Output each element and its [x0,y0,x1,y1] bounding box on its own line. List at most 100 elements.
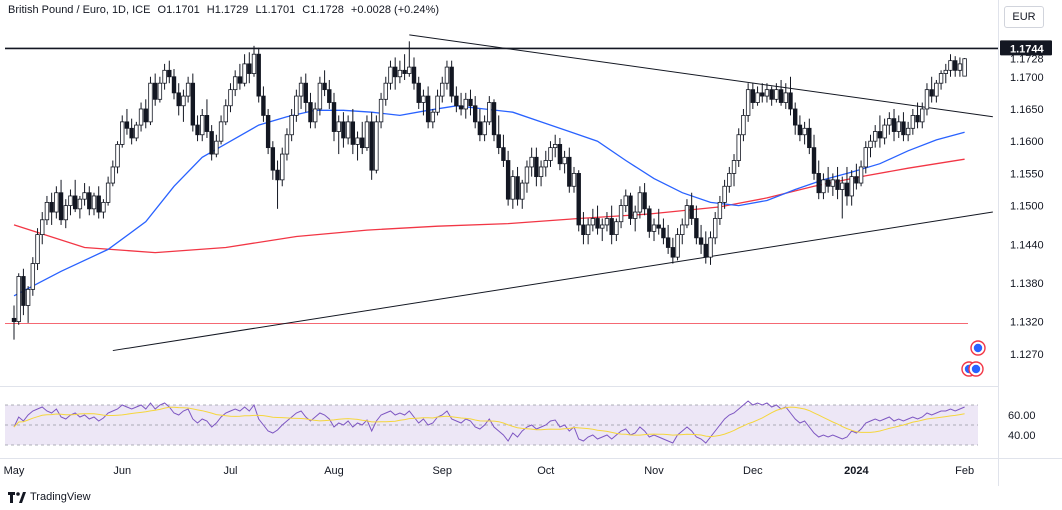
candle-up [101,201,106,213]
candle-down [411,66,417,84]
candle-up [421,95,426,103]
low-value: L1.1701 [255,4,296,16]
candle-up [463,98,468,110]
candle-down [689,205,694,219]
candle-up [651,224,657,232]
candle-up [105,182,111,203]
candle-down [807,127,812,149]
open-value: O1.1701 [157,4,200,16]
current-price-label: 1.1744 [1010,43,1045,55]
candle-down [270,147,276,171]
symbol-title: British Pound / Euro, 1D, ICE [8,4,151,16]
candle-down [698,237,704,245]
candle-down [195,124,200,136]
candle-up [614,221,619,236]
candle-down [458,105,464,110]
candle-down [642,192,647,210]
symbol-header: British Pound / Euro, 1D, ICE O1.1701 H1… [8,4,443,16]
current-price-badge [1000,40,1052,56]
candle-down [760,92,765,97]
candle-down [341,121,346,139]
candle-down [96,195,101,213]
candle-down [811,147,817,174]
candle-down [425,95,431,123]
candle-up [764,89,770,97]
brand-logo[interactable]: TradingView [8,491,91,503]
event-marker-inner [973,343,983,353]
time-axis-label: Dec [743,465,763,477]
candle-down [778,89,784,103]
candle-down [247,63,252,74]
price-tick-label: 1.1550 [1010,168,1044,180]
candle-down [124,121,130,129]
candle-up [16,276,21,322]
candle-down [369,121,374,171]
candle-up [637,192,643,213]
ma-fast-line [13,105,965,297]
candle-down [769,89,774,100]
candle-down [877,131,883,139]
candle-up [383,82,388,100]
candle-down [491,102,497,136]
candle-up [284,134,290,155]
candle-down [275,169,280,181]
candle-down [327,89,332,103]
candle-up [520,182,525,200]
candle-up [91,195,97,210]
candle-down [21,276,26,306]
candle-up [138,108,144,126]
candle-down [567,156,572,187]
candle-up [251,53,257,74]
rsi-ma-line [13,406,965,438]
time-axis-label: May [4,465,25,477]
candle-up [181,95,186,107]
candle-up [618,205,624,223]
candle-up [882,124,887,139]
candle-up [214,140,219,155]
lower-trendline [112,211,993,352]
rsi-tick-label: 60.00 [1008,410,1036,422]
candle-up [802,127,807,136]
candle-down [143,108,148,123]
candle-up [487,102,492,123]
candle-down [129,127,134,139]
candle-up [185,82,191,97]
candle-up [948,60,953,71]
price-tick-label: 1.1500 [1010,201,1044,213]
time-axis-label: Jul [223,465,237,477]
candle-down [477,121,483,136]
candle-down [472,105,478,123]
candle-up [571,172,577,187]
candle-up [407,66,412,74]
candle-down [49,201,54,213]
candle-up [280,153,285,181]
candle-up [934,82,939,97]
candle-up [430,111,436,123]
candle-up [943,69,948,74]
candle-up [289,115,294,136]
candle-up [727,172,732,187]
candle-down [581,224,586,236]
currency-button[interactable]: EUR [1004,6,1044,28]
price-tick-label: 1.1600 [1010,136,1044,148]
price-tick-label: 1.1650 [1010,104,1044,116]
candle-down [322,82,327,91]
candle-up [44,201,50,221]
candle-up [924,89,930,110]
price-tick-label: 1.1270 [1010,349,1044,361]
candle-up [632,211,638,219]
candle-up [345,121,351,139]
price-tick-label: 1.1700 [1010,72,1044,84]
candle-up [741,115,746,136]
candle-down [167,69,172,78]
candle-down [261,95,266,116]
price-tick-label: 1.1320 [1010,317,1044,329]
candle-up [444,66,450,84]
tradingview-logo-icon [8,491,26,503]
candle-up [157,82,163,100]
candle-up [712,218,718,239]
candle-down [703,243,708,258]
candle-up [562,156,567,165]
